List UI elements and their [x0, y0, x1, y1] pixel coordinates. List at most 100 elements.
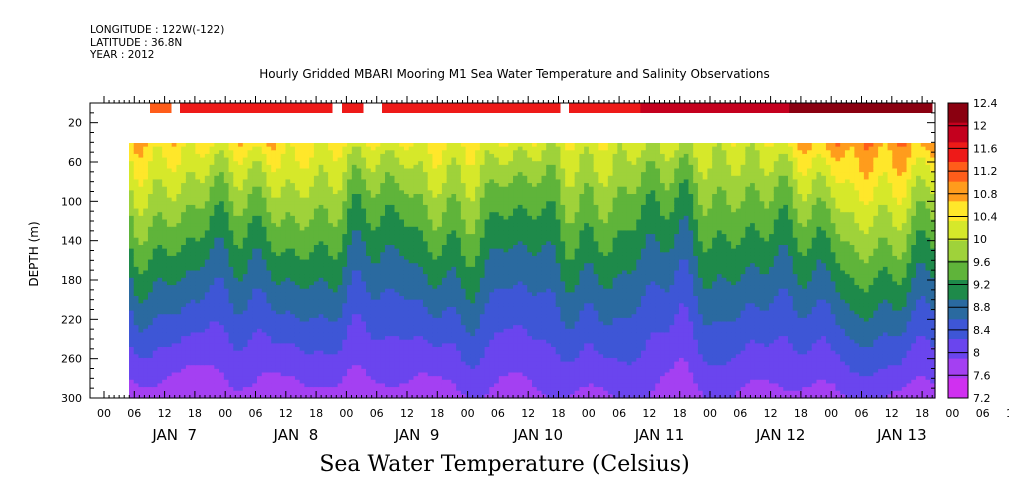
contour-cell: [403, 252, 410, 257]
contour-cell: [152, 270, 159, 275]
contour-cell: [441, 376, 448, 381]
contour-cell: [422, 237, 429, 242]
contour-cell: [176, 343, 182, 348]
contour-cell: [200, 161, 206, 166]
contour-cell: [257, 194, 263, 199]
contour-cell: [394, 321, 400, 326]
contour-cell: [147, 314, 154, 319]
longitude-label: LONGITUDE : 122W(-122): [90, 24, 225, 36]
contour-cell: [332, 179, 339, 184]
contour-cell: [366, 157, 372, 162]
contour-cell: [275, 164, 282, 170]
contour-cell: [204, 223, 211, 228]
contour-cell: [313, 248, 320, 253]
contour-cell: [280, 365, 287, 370]
contour-cell: [275, 354, 282, 359]
chart-title: Hourly Gridded MBARI Mooring M1 Sea Wate…: [259, 67, 770, 81]
contour-cell: [413, 314, 419, 319]
contour-cell: [252, 175, 258, 181]
contour-cell: [328, 365, 334, 370]
contour-cell: [432, 241, 438, 246]
contour-cell: [147, 336, 154, 341]
contour-cell: [366, 328, 372, 334]
contour-cell: [266, 317, 272, 323]
contour-cell: [147, 183, 154, 188]
contour-cell: [280, 325, 287, 330]
contour-cell: [313, 241, 320, 246]
contour-cell: [328, 219, 334, 224]
contour-cell: [162, 263, 168, 268]
contour-cell: [351, 387, 358, 392]
contour-cell: [347, 277, 353, 283]
contour-cell: [366, 296, 372, 301]
contour-cell: [233, 339, 239, 344]
contour-cell: [209, 303, 215, 308]
contour-cell: [133, 285, 140, 290]
contour-cell: [271, 343, 277, 348]
contour-cell: [299, 299, 306, 304]
contour-cell: [385, 172, 391, 177]
contour-cell: [261, 303, 268, 308]
contour-cell: [166, 204, 173, 210]
contour-cell: [446, 321, 452, 326]
contour-cell: [446, 266, 452, 272]
contour-cell: [299, 354, 306, 359]
contour-cell: [456, 274, 462, 279]
contour-cell: [413, 306, 419, 312]
contour-cell: [347, 259, 353, 264]
contour-cell: [162, 230, 168, 235]
contour-cell: [271, 204, 277, 210]
contour-cell: [152, 150, 159, 155]
contour-cell: [437, 306, 443, 312]
contour-cell: [204, 241, 211, 246]
contour-cell: [313, 376, 320, 381]
contour-cell: [162, 179, 168, 184]
contour-cell: [261, 336, 268, 341]
contour-cell: [157, 372, 163, 377]
contour-cell: [361, 277, 367, 283]
contour-cell: [271, 146, 277, 151]
contour-cell: [285, 317, 291, 323]
contour-cell: [385, 321, 391, 326]
contour-cell: [394, 274, 400, 279]
contour-cell: [408, 150, 415, 155]
contour-cell: [380, 299, 386, 304]
contour-cell: [147, 274, 154, 279]
contour-cell: [290, 372, 296, 377]
x-axis-label: Sea Water Temperature (Celsius): [319, 452, 690, 477]
contour-cell: [313, 343, 320, 348]
contour-cell: [370, 274, 377, 279]
contour-cell: [285, 266, 291, 272]
contour-cell: [133, 299, 140, 304]
contour-cell: [294, 204, 301, 210]
contour-cell: [200, 339, 206, 344]
contour-cell: [138, 361, 144, 366]
contour-cell: [332, 183, 339, 188]
contour-cell: [328, 157, 334, 162]
contour-cell: [209, 394, 215, 399]
contour-cell: [261, 343, 268, 348]
contour-cell: [385, 183, 391, 188]
contour-cell: [427, 317, 434, 323]
contour-cell: [313, 245, 320, 250]
contour-cell: [347, 194, 353, 199]
contour-cell: [418, 379, 424, 385]
contour-cell: [328, 336, 334, 341]
contour-cell: [361, 245, 367, 250]
contour-cell: [181, 263, 187, 268]
contour-cell: [418, 354, 424, 359]
contour-cell: [437, 197, 443, 202]
contour-cell: [456, 321, 462, 326]
contour-cell: [328, 361, 334, 366]
contour-cell: [318, 248, 324, 253]
contour-cell: [389, 153, 396, 159]
contour-cell: [394, 208, 400, 213]
contour-cell: [152, 306, 159, 312]
contour-cell: [451, 161, 457, 166]
contour-cell: [309, 215, 315, 221]
contour-cell: [219, 157, 225, 162]
contour-cell: [323, 266, 329, 272]
contour-cell: [309, 347, 315, 352]
contour-cell: [152, 379, 159, 385]
contour-cell: [451, 387, 457, 392]
